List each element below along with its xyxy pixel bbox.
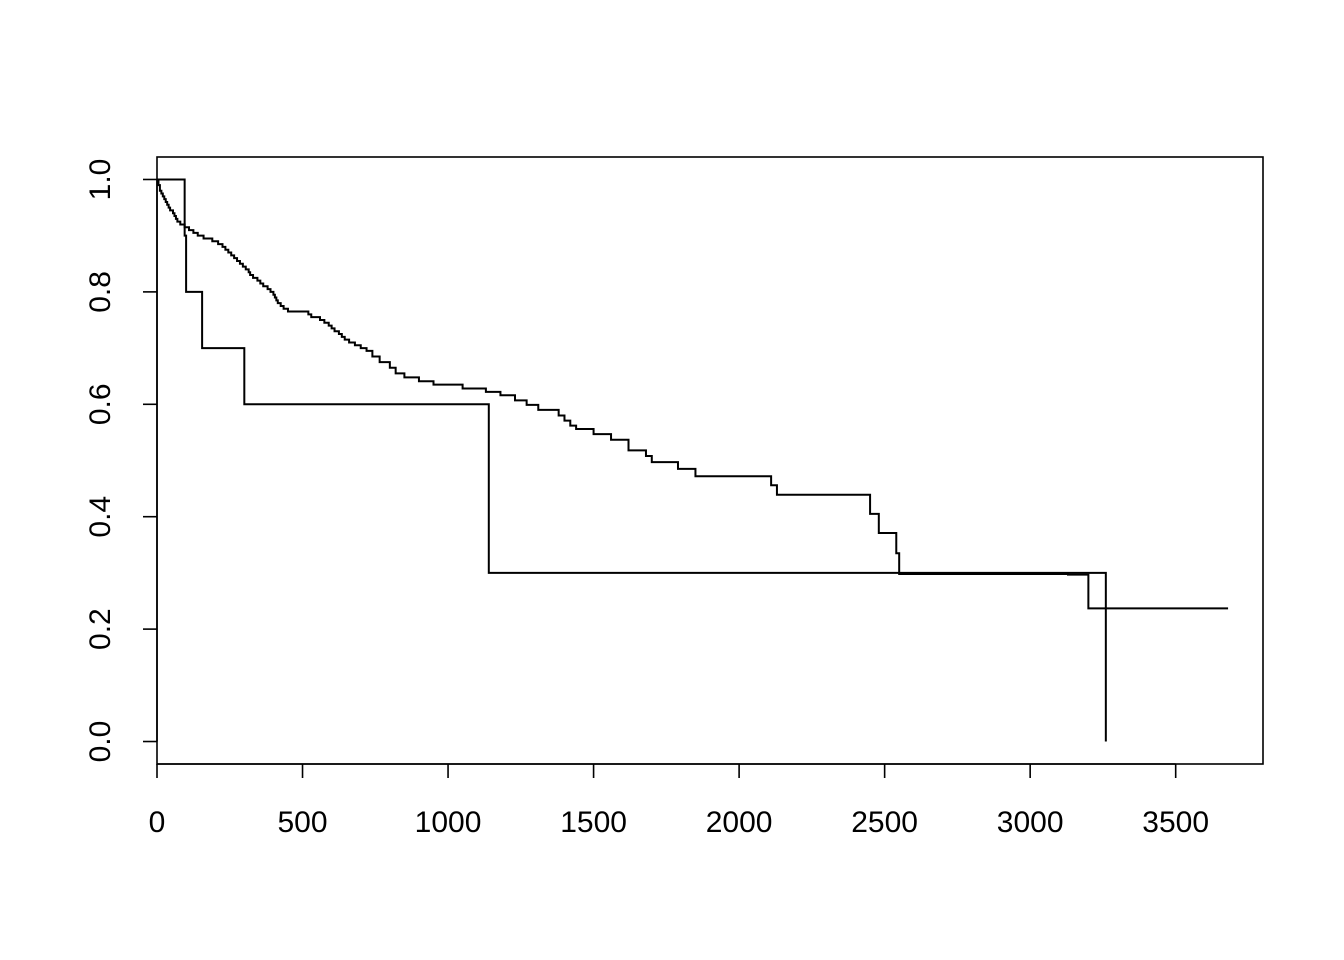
y-tick-label: 0.0 (84, 721, 117, 763)
x-tick-label: 0 (149, 806, 166, 839)
series-layer (157, 178, 1229, 742)
x-tick-label: 2500 (851, 806, 918, 839)
plot-frame (156, 156, 1264, 765)
x-tick-label: 500 (277, 806, 327, 839)
survival-curve-2 (157, 178, 1107, 742)
survival-curve-1 (157, 178, 1229, 610)
x-tick-label: 3000 (997, 806, 1064, 839)
x-tick-label: 2000 (706, 806, 773, 839)
y-tick-label: 0.2 (84, 608, 117, 650)
y-tick-label: 1.0 (84, 159, 117, 201)
y-axis: 0.0 0.2 0.4 0.6 0.8 1.0 (84, 159, 158, 763)
x-tick-label: 3500 (1142, 806, 1209, 839)
y-tick-label: 0.4 (84, 496, 117, 538)
x-tick-label: 1500 (560, 806, 627, 839)
y-tick-label: 0.8 (84, 271, 117, 313)
y-tick-label: 0.6 (84, 383, 117, 425)
x-tick-label: 1000 (415, 806, 482, 839)
x-axis: 0 500 1000 1500 2000 2500 3000 3500 (149, 763, 1209, 839)
